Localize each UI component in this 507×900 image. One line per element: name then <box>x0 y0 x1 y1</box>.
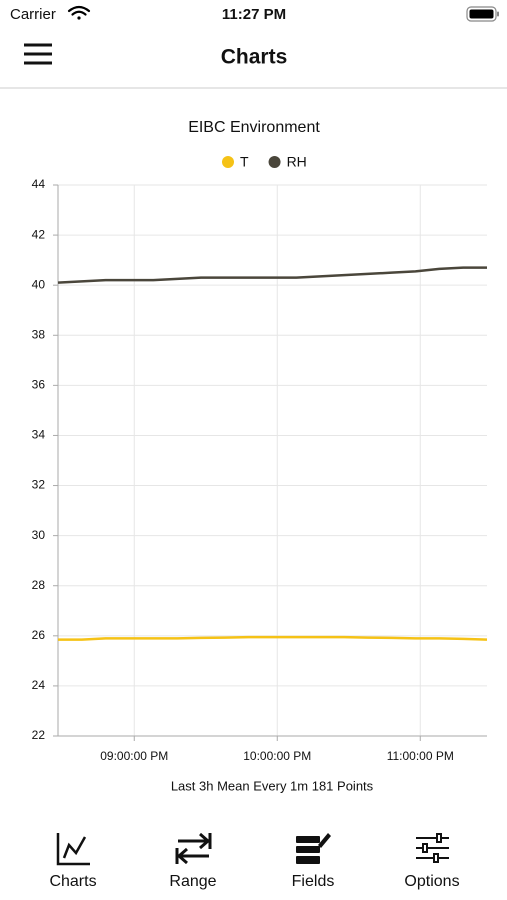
legend-swatch <box>222 156 234 168</box>
tab-label[interactable]: Options <box>404 873 459 890</box>
carrier: Carrier <box>10 6 56 23</box>
x-tick-label: 09:00:00 PM <box>100 749 168 763</box>
legend-swatch <box>268 156 281 168</box>
y-tick-label: 28 <box>32 578 46 592</box>
range-icon[interactable] <box>175 832 212 865</box>
tab-label[interactable]: Charts <box>49 873 96 890</box>
chart-title: EIBC Environment <box>188 119 320 136</box>
legend-label: RH <box>287 154 307 170</box>
wifi-icon <box>67 5 91 20</box>
tab-label[interactable]: Range <box>169 873 216 890</box>
y-tick-label: 30 <box>32 528 46 542</box>
y-tick-label: 32 <box>32 478 46 492</box>
menu-button[interactable] <box>24 43 52 65</box>
y-tick-label: 42 <box>32 227 46 241</box>
plot: 22 24 26 28 30 32 34 36 38 40 42 44 09:00:00 PM 10:00… <box>32 154 488 763</box>
y-tick-label: 36 <box>32 378 46 392</box>
fields-icon[interactable] <box>296 833 331 864</box>
series-line <box>58 635 488 641</box>
chart-caption: Last 3h Mean Every 1m 181 Points <box>171 778 374 793</box>
charts-icon[interactable] <box>56 833 90 866</box>
x-tick-label: 11:00:00 PM <box>387 749 454 763</box>
y-tick-label: 22 <box>32 728 46 742</box>
y-tick-label: 40 <box>32 277 46 291</box>
tab-label[interactable]: Fields <box>292 873 335 890</box>
y-tick-label: 34 <box>32 428 46 442</box>
y-tick-label: 38 <box>32 327 46 341</box>
options-icon[interactable] <box>416 833 449 863</box>
x-tick-label: 10:00:00 PM <box>243 749 311 763</box>
series-line <box>57 266 487 284</box>
nav-title: Charts <box>221 46 288 69</box>
y-tick-label: 44 <box>32 177 46 191</box>
legend-label: T <box>240 154 249 170</box>
y-tick-label: 24 <box>32 678 46 692</box>
clock: 11:27 PM <box>222 6 286 23</box>
y-tick-label: 26 <box>32 628 46 642</box>
battery-icon <box>466 6 499 22</box>
